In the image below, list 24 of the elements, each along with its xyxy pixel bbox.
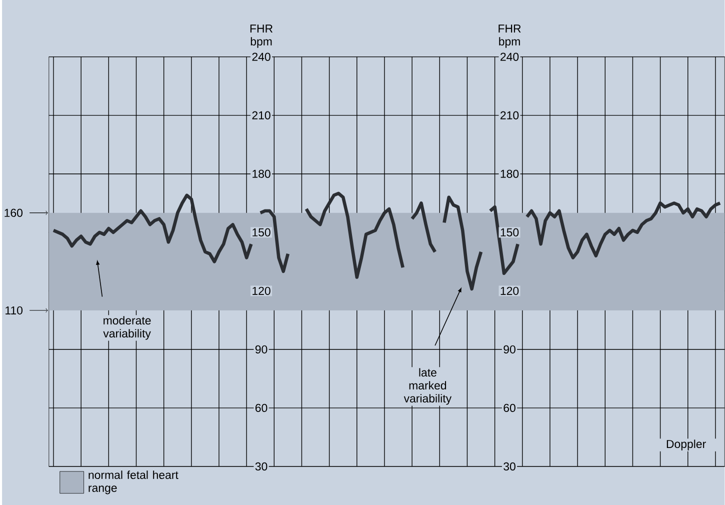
y2-axis-title: FHR bpm xyxy=(250,24,273,48)
annotation: Doppler xyxy=(666,439,706,450)
y3-tick-label: 240 xyxy=(500,52,519,61)
y2-tick-label: 30 xyxy=(255,462,268,470)
y2-tick-label: 60 xyxy=(255,404,268,412)
y3-tick-label: 210 xyxy=(500,111,519,120)
y3-tick-label: 180 xyxy=(500,170,519,178)
y2-tick-label: 180 xyxy=(252,170,270,178)
y3-tick-label: 60 xyxy=(504,404,516,412)
y3-tick-label: 150 xyxy=(500,228,519,236)
annotation: late marked variability xyxy=(404,368,452,405)
y-tick-label: 110 xyxy=(6,306,23,314)
y3-axis-title: FHR bpm xyxy=(498,24,521,48)
y3-tick-label: 90 xyxy=(504,345,516,354)
annotation: moderate variability xyxy=(103,316,151,340)
y3-tick-label: 30 xyxy=(504,462,516,470)
y3-tick-label: 120 xyxy=(500,286,519,295)
y2-tick-label: 210 xyxy=(252,111,270,120)
y2-tick-label: 240 xyxy=(252,52,270,61)
y2-tick-label: 90 xyxy=(255,345,268,354)
y2-tick-label: 150 xyxy=(252,228,270,236)
legend-label: normal fetal heart range xyxy=(88,470,178,494)
y-tick-label: 160 xyxy=(4,208,23,217)
y2-tick-label: 120 xyxy=(252,286,270,295)
